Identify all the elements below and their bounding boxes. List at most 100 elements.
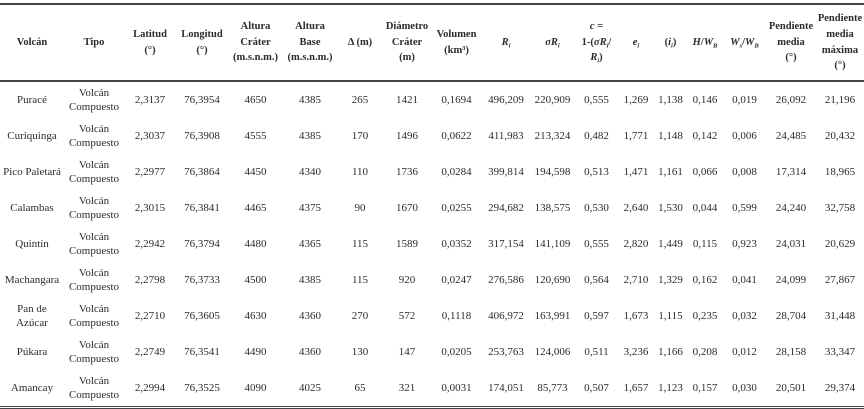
- cell-sigma-ri: 141,109: [534, 237, 571, 250]
- cell-longitud: 76,3541: [184, 345, 220, 358]
- cell-pendiente-media-maxima: 33,347: [824, 345, 856, 358]
- cell-longitud: 76,3794: [184, 237, 220, 250]
- cell-h-wb: 0,115: [692, 237, 718, 250]
- cell-sigma-ri: 213,324: [534, 129, 571, 142]
- cell-c: 0,555: [584, 93, 609, 106]
- cell-delta: 270: [351, 309, 369, 322]
- cell-ei: 2,710: [623, 273, 649, 286]
- cell-ws-wb: 0,012: [732, 345, 757, 358]
- cell-c: 0,513: [584, 165, 609, 178]
- cell-sigma-ri: 138,575: [534, 201, 571, 214]
- cell-ri: 253,763: [488, 345, 524, 358]
- column-header-diametro-crater: Diámetro Cráter (m): [385, 20, 429, 64]
- cell-pendiente-media: 26,092: [775, 93, 807, 106]
- cell-altura-base: 4385: [299, 129, 321, 142]
- cell-ri: 174,051: [488, 381, 524, 394]
- cell-ei: 2,820: [623, 237, 649, 250]
- cell-altura-base: 4385: [299, 93, 321, 106]
- cell-h-wb: 0,044: [692, 201, 718, 214]
- cell-delta: 115: [351, 273, 369, 286]
- cell-volcan: Púkara: [16, 345, 48, 358]
- cell-h-wb: 0,066: [692, 165, 718, 178]
- cell-tipo: Volcán Compuesto: [68, 302, 120, 329]
- cell-ii: 1,166: [658, 345, 683, 358]
- cell-delta: 115: [351, 237, 369, 250]
- cell-ws-wb: 0,041: [732, 273, 757, 286]
- cell-ei: 3,236: [623, 345, 649, 358]
- column-header-volumen: Volumen (km³): [436, 28, 477, 56]
- cell-volcan: Calambas: [10, 201, 54, 214]
- cell-delta: 170: [351, 129, 369, 142]
- cell-latitud: 2,2977: [134, 165, 166, 178]
- table-row: Pico Paletará Volcán Compuesto 2,2977 76,38…: [0, 154, 864, 190]
- cell-latitud: 2,2749: [134, 345, 166, 358]
- cell-longitud: 76,3525: [184, 381, 220, 394]
- cell-tipo: Volcán Compuesto: [68, 194, 120, 221]
- cell-longitud: 76,3864: [184, 165, 220, 178]
- cell-pendiente-media: 17,314: [775, 165, 807, 178]
- cell-pendiente-media: 20,501: [775, 381, 807, 394]
- cell-diametro-crater: 1496: [396, 129, 418, 142]
- cell-diametro-crater: 920: [398, 273, 416, 286]
- cell-sigma-ri: 120,690: [534, 273, 571, 286]
- column-header-ei: ei: [632, 36, 640, 49]
- cell-ei: 1,471: [623, 165, 649, 178]
- cell-altura-base: 4365: [299, 237, 321, 250]
- cell-tipo: Volcán Compuesto: [68, 122, 120, 149]
- cell-c: 0,511: [584, 345, 609, 358]
- cell-diametro-crater: 1421: [396, 93, 418, 106]
- cell-ri: 317,154: [488, 237, 524, 250]
- cell-ei: 1,657: [623, 381, 649, 394]
- cell-longitud: 76,3605: [184, 309, 220, 322]
- cell-sigma-ri: 220,909: [534, 93, 571, 106]
- cell-c: 0,564: [584, 273, 609, 286]
- cell-pendiente-media: 24,240: [775, 201, 807, 214]
- cell-c: 0,555: [584, 237, 609, 250]
- cell-pendiente-media-maxima: 29,374: [824, 381, 856, 394]
- cell-volcan: Quintín: [15, 237, 49, 250]
- column-header-volcan: Volcán: [16, 36, 48, 48]
- cell-pendiente-media-maxima: 31,448: [824, 309, 856, 322]
- column-header-longitud: Longitud (°): [181, 28, 223, 56]
- cell-volcan: Puracé: [17, 93, 47, 106]
- cell-volumen: 0,0205: [441, 345, 472, 358]
- cell-latitud: 2,3015: [134, 201, 166, 214]
- cell-altura-crater: 4490: [244, 345, 267, 358]
- cell-tipo: Volcán Compuesto: [68, 374, 120, 401]
- column-header-ri: Ri: [501, 36, 511, 49]
- cell-tipo: Volcán Compuesto: [68, 86, 120, 113]
- cell-delta: 130: [351, 345, 369, 358]
- cell-diametro-crater: 147: [398, 345, 416, 358]
- cell-ei: 1,673: [623, 309, 649, 322]
- table-row: Puracé Volcán Compuesto 2,3137 76,3954 4650 4…: [0, 81, 864, 118]
- cell-h-wb: 0,142: [692, 129, 718, 142]
- column-header-sigma-ri: σRi: [545, 36, 560, 49]
- cell-altura-crater: 4650: [244, 93, 267, 106]
- table-row: Pan de Azúcar Volcán Compuesto 2,2710 76,36…: [0, 298, 864, 334]
- cell-altura-crater: 4555: [244, 129, 267, 142]
- column-header-c: c = 1-(σRi/Ri): [581, 20, 612, 65]
- cell-ei: 2,640: [623, 201, 649, 214]
- cell-ri: 399,814: [488, 165, 524, 178]
- cell-tipo: Volcán Compuesto: [68, 338, 120, 365]
- cell-ii: 1,138: [658, 93, 683, 106]
- cell-longitud: 76,3841: [184, 201, 220, 214]
- cell-pendiente-media: 24,031: [775, 237, 807, 250]
- volcano-morphometry-table: Volcán Tipo Latitud (°) Longitud (°) Altura Crá…: [0, 3, 864, 409]
- cell-ri: 294,682: [488, 201, 524, 214]
- cell-diametro-crater: 321: [398, 381, 416, 394]
- cell-sigma-ri: 163,991: [534, 309, 571, 322]
- column-header-delta: Δ (m): [347, 36, 373, 48]
- cell-ws-wb: 0,008: [732, 165, 757, 178]
- cell-altura-base: 4025: [299, 381, 321, 394]
- cell-c: 0,482: [584, 129, 609, 142]
- cell-pendiente-media-maxima: 27,867: [824, 273, 856, 286]
- cell-latitud: 2,2942: [134, 237, 166, 250]
- cell-volumen: 0,0031: [441, 381, 472, 394]
- cell-diametro-crater: 1736: [396, 165, 418, 178]
- cell-volumen: 0,1118: [441, 309, 472, 322]
- cell-pendiente-media: 28,704: [775, 309, 807, 322]
- cell-ws-wb: 0,030: [732, 381, 757, 394]
- cell-c: 0,507: [584, 381, 609, 394]
